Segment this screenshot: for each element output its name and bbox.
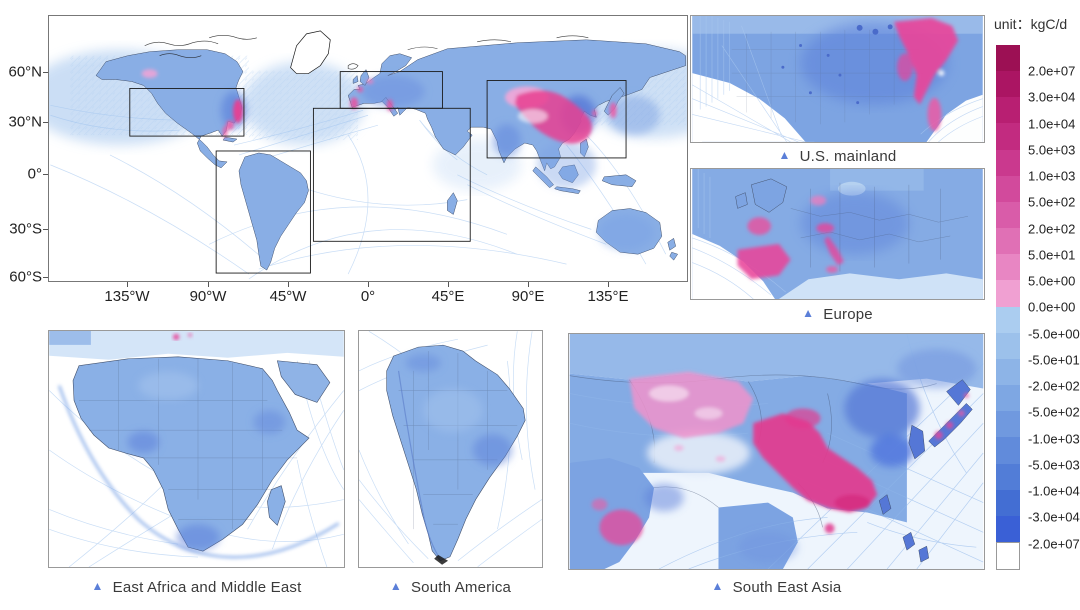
colorbar-tick: -5.0e+00 [1028, 326, 1080, 342]
x-axis-label: 135°W [104, 288, 150, 305]
colorbar-segment [996, 45, 1020, 72]
colorbar-segment [996, 149, 1020, 176]
colorbar-segment [996, 228, 1020, 255]
caption-east-africa: ▲ East Africa and Middle East [48, 576, 345, 598]
us-mainland-panel [690, 15, 985, 143]
us-mainland-map [692, 16, 983, 142]
colorbar-tick: 3.0e+04 [1028, 89, 1076, 105]
colorbar-segment [996, 71, 1020, 98]
x-axis-label: 90°E [511, 288, 545, 305]
caption-text: South East Asia [732, 578, 842, 596]
colorbar-segment [996, 306, 1020, 333]
colorbar-segment [996, 175, 1020, 202]
europe-map [692, 169, 983, 299]
colorbar-segment [996, 489, 1020, 516]
x-axis-label: 45°W [269, 288, 307, 305]
y-axis-label: 0° [27, 165, 42, 183]
colorbar-segment [996, 385, 1020, 412]
colorbar-tick: 5.0e+00 [1028, 273, 1076, 289]
x-axis-label: 0° [360, 288, 376, 305]
colorbar-segment [996, 201, 1020, 229]
colorbar-tick: -5.0e+03 [1028, 457, 1080, 473]
colorbar-tick: 1.0e+04 [1028, 116, 1076, 132]
europe-panel [690, 168, 985, 300]
caption-text: U.S. mainland [799, 147, 897, 165]
east-africa-panel [48, 330, 345, 568]
x-axis-label: 135°E [587, 288, 629, 305]
colorbar-segment [996, 254, 1020, 281]
region-box-south-america [215, 150, 311, 274]
south-east-asia-map [569, 334, 984, 569]
y-axis-label: 60°S [9, 268, 42, 286]
colorbar-unit-label: unit：kgC/d [994, 16, 1068, 32]
colorbar-tick: -5.0e+02 [1028, 404, 1080, 420]
colorbar-segment [996, 332, 1020, 359]
triangle-marker-icon: ▲ [778, 148, 791, 162]
caption-text: East Africa and Middle East [112, 578, 302, 596]
y-axis-label: 60°N [8, 63, 42, 81]
colorbar-tick: 5.0e+03 [1028, 142, 1076, 158]
south-america-panel [358, 330, 543, 568]
colorbar-tick: 2.0e+07 [1028, 63, 1076, 79]
east-africa-map [49, 331, 344, 567]
caption-south-east-asia: ▲ South East Asia [568, 576, 985, 598]
y-axis-label: 30°N [8, 113, 42, 131]
x-axis-label: 90°W [189, 288, 227, 305]
caption-us-mainland: ▲ U.S. mainland [690, 146, 985, 166]
colorbar-tick: -2.0e+02 [1028, 378, 1080, 394]
region-box-south-east-asia [486, 80, 627, 159]
colorbar-tick: -1.0e+03 [1028, 431, 1080, 447]
colorbar-tick: 5.0e+01 [1028, 247, 1076, 263]
colorbar-tick: 2.0e+02 [1028, 221, 1076, 237]
caption-text: South America [410, 578, 512, 596]
triangle-marker-icon: ▲ [389, 579, 402, 593]
colorbar-tick: -3.0e+04 [1028, 509, 1080, 525]
world-map [49, 30, 687, 280]
triangle-marker-icon: ▲ [711, 579, 724, 593]
triangle-marker-icon: ▲ [802, 306, 815, 320]
world-map-panel [48, 15, 688, 282]
colorbar-tick: -2.0e+07 [1028, 536, 1080, 552]
caption-text: Europe [823, 305, 873, 323]
colorbar-segment [996, 541, 1020, 571]
colorbar-tick: -5.0e+01 [1028, 352, 1080, 368]
colorbar-tick: 0.0e+00 [1028, 299, 1076, 315]
y-axis-label: 30°S [9, 220, 42, 238]
colorbar-segment [996, 280, 1020, 307]
colorbar [996, 45, 1020, 571]
colorbar-segment [996, 411, 1020, 438]
south-east-asia-panel [568, 333, 985, 570]
colorbar-segment [996, 97, 1020, 124]
colorbar-tick: -1.0e+04 [1028, 483, 1080, 499]
colorbar-tick: 5.0e+02 [1028, 194, 1076, 210]
colorbar-segment [996, 437, 1020, 464]
region-box-us [129, 88, 245, 137]
colorbar-segment [996, 123, 1020, 150]
x-axis-label: 45°E [431, 288, 465, 305]
region-box-east-africa [312, 107, 471, 242]
colorbar-segment [996, 515, 1020, 542]
south-america-map [359, 331, 542, 567]
colorbar-tick: 1.0e+03 [1028, 168, 1076, 184]
triangle-marker-icon: ▲ [91, 579, 104, 593]
caption-europe: ▲ Europe [690, 304, 985, 324]
colorbar-segment [996, 463, 1020, 490]
colorbar-segment [996, 358, 1020, 386]
caption-south-america: ▲ South America [358, 576, 543, 598]
